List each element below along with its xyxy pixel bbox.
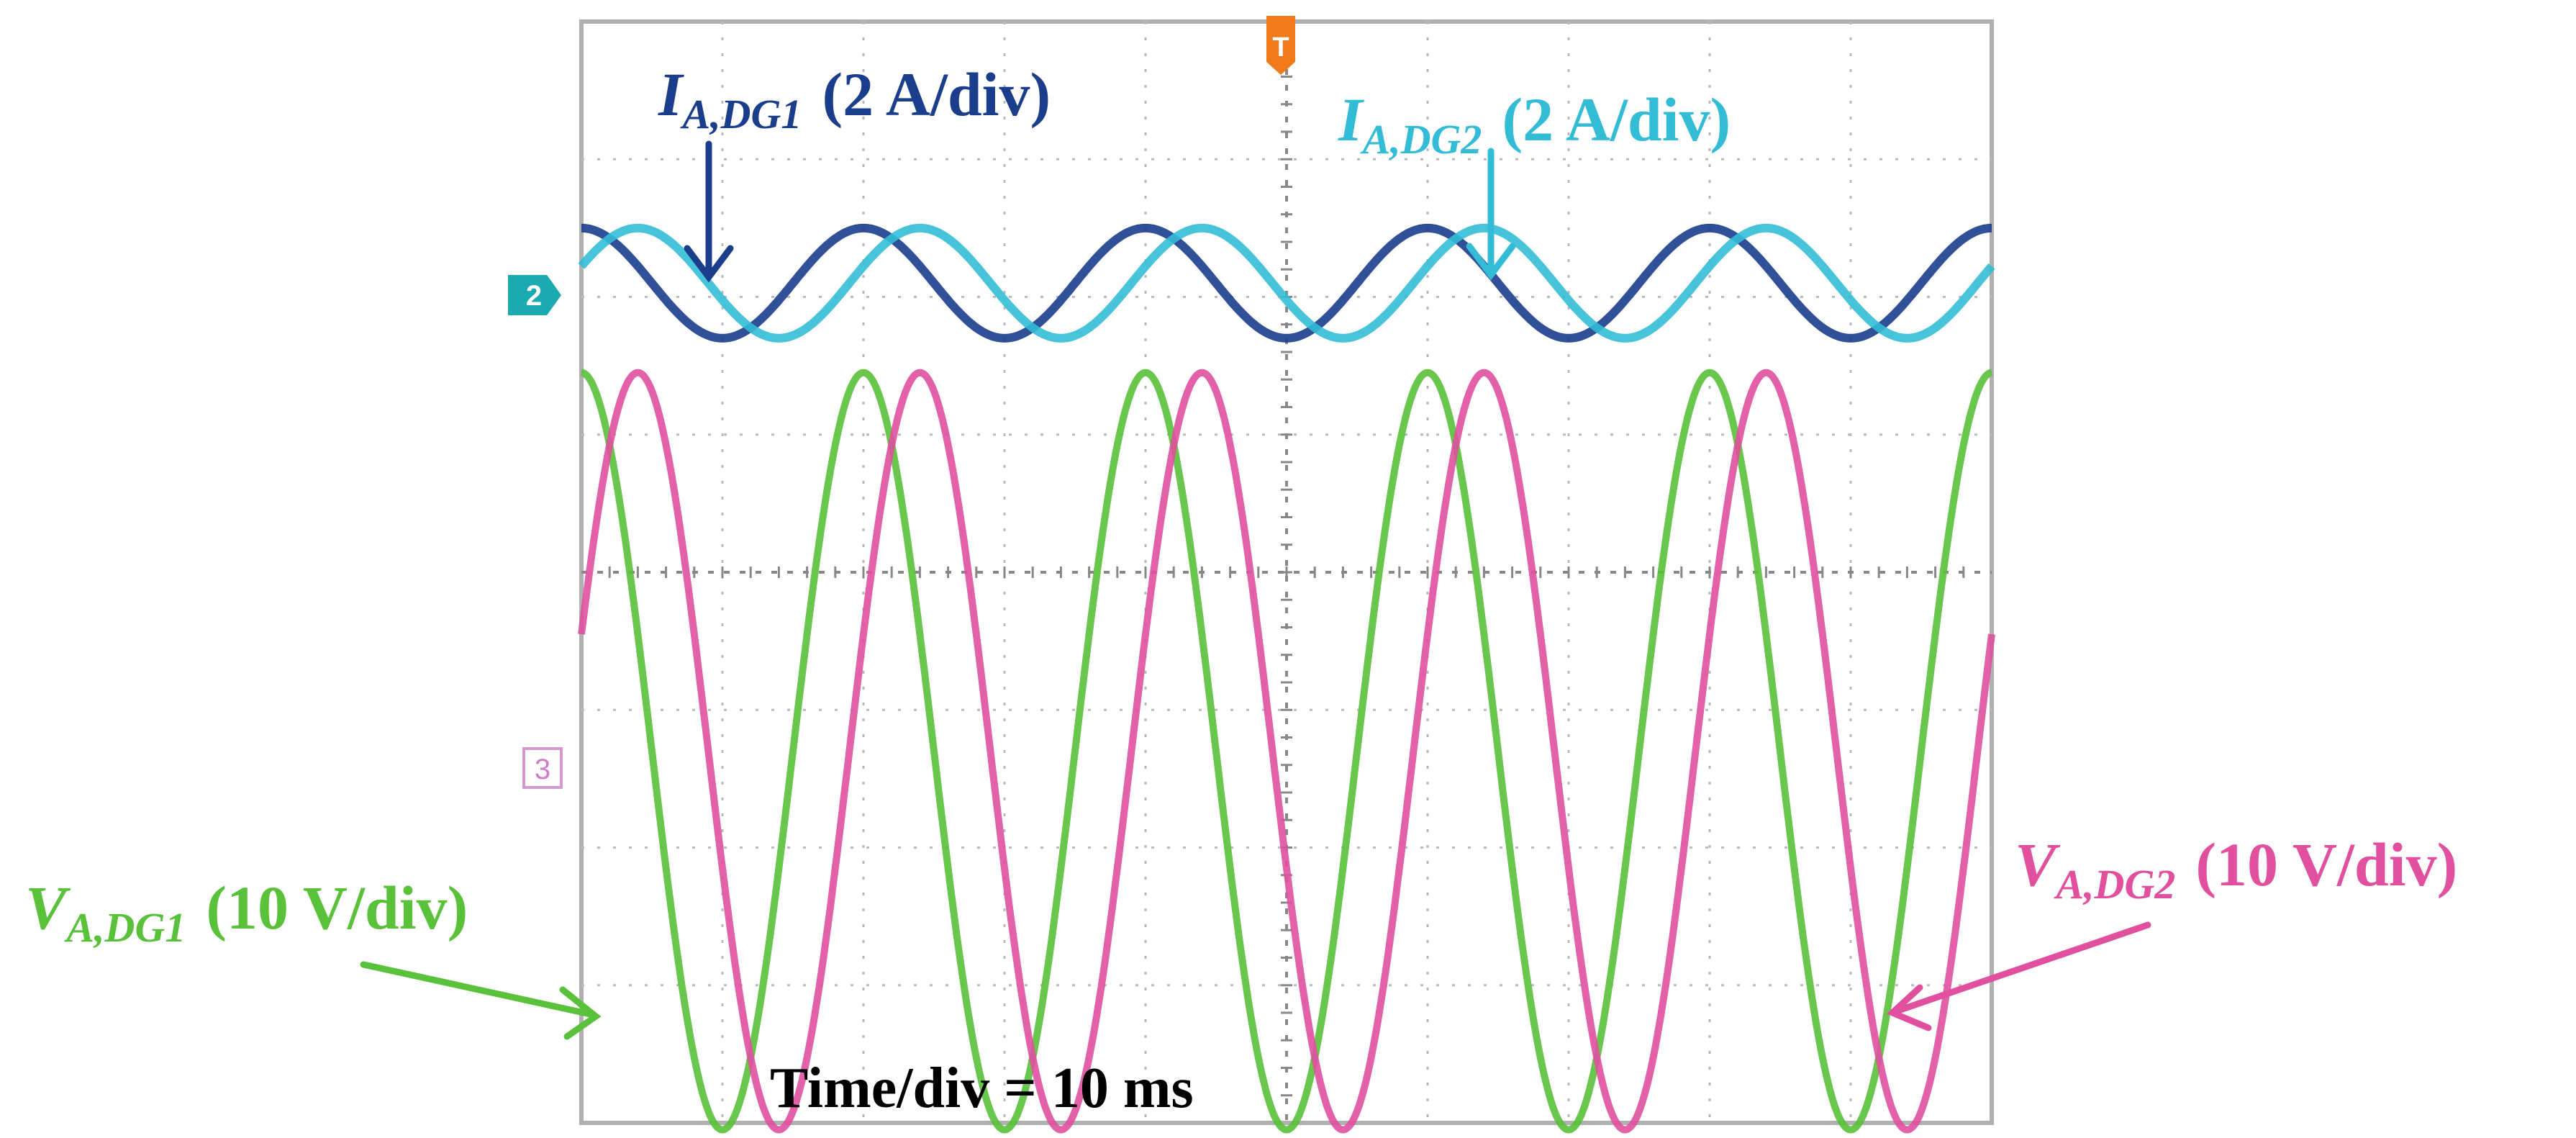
label-v-dg1: VA,DG1 (10 V/div) [25,873,468,951]
arrow-i-dg1 [684,140,734,283]
channel-3-label: 3 [535,754,550,785]
label-v-dg2: VA,DG2 (10 V/div) [2015,830,2457,908]
waveform-v-dg1 [579,369,1994,1134]
arrow-v-dg2 [1886,921,2151,1031]
waveform-group [578,223,1995,1134]
channel-3-marker: 3 [522,747,563,789]
label-i-dg2: IA,DG2 (2 A/div) [1338,85,1731,163]
trigger-label: T [1272,32,1289,63]
arrow-i-dg2 [1466,148,1516,281]
time-per-div-label: Time/div = 10 ms [770,1057,1194,1120]
channel-2-marker: 2 [508,275,561,315]
waveform-i-dg1 [579,223,1995,343]
trigger-marker: T [1266,16,1295,75]
waveform-v-dg2 [578,369,1995,1134]
channel-2-label: 2 [526,280,542,312]
label-i-dg1: IA,DG1 (2 A/div) [658,60,1051,137]
arrow-v-dg1 [360,961,602,1040]
waveform-i-dg2 [578,223,1995,343]
